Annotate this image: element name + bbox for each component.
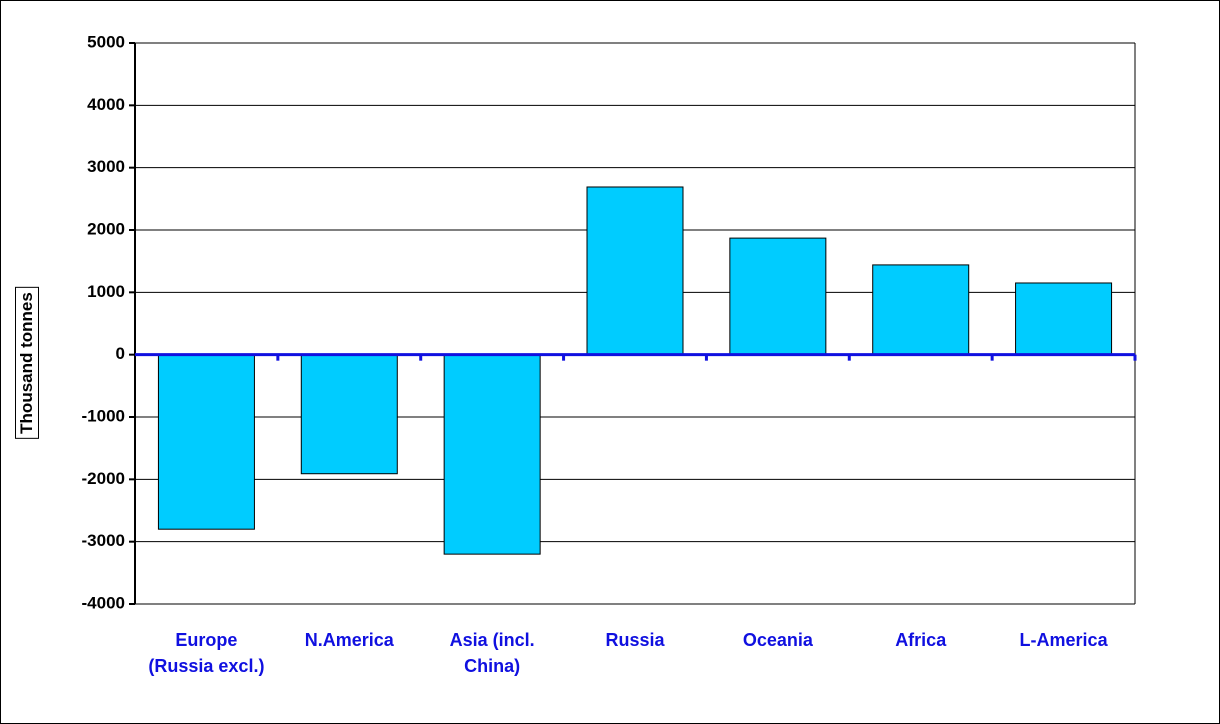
x-tick-label: Africa bbox=[895, 630, 947, 650]
y-tick-label: 0 bbox=[116, 344, 125, 363]
x-tick-label: L-America bbox=[1019, 630, 1108, 650]
bar bbox=[443, 354, 541, 555]
y-tick-label: -1000 bbox=[82, 406, 125, 425]
x-tick-label: Russia bbox=[605, 630, 665, 650]
x-tick-label: N.America bbox=[304, 630, 394, 650]
bar bbox=[300, 354, 398, 475]
y-tick-label: -4000 bbox=[82, 593, 125, 612]
x-tick-label: Europe (Russia excl.) bbox=[148, 630, 265, 676]
y-tick-label: 2000 bbox=[87, 219, 125, 238]
y-tick-label: 4000 bbox=[87, 95, 125, 114]
x-tick-label: Oceania bbox=[742, 630, 813, 650]
bar bbox=[872, 264, 970, 356]
y-tick-label: 3000 bbox=[87, 157, 125, 176]
bar bbox=[1015, 282, 1113, 356]
bar bbox=[586, 186, 684, 356]
y-tick-label: 1000 bbox=[87, 282, 125, 301]
bar bbox=[157, 354, 255, 530]
y-tick-label: 5000 bbox=[87, 32, 125, 51]
y-axis-label: Thousand tonnes bbox=[15, 287, 39, 439]
y-tick-label: -3000 bbox=[82, 531, 125, 550]
bar bbox=[729, 237, 827, 356]
x-tick-label: Asia (incl. China) bbox=[449, 630, 535, 676]
y-tick-label: -2000 bbox=[82, 469, 125, 488]
